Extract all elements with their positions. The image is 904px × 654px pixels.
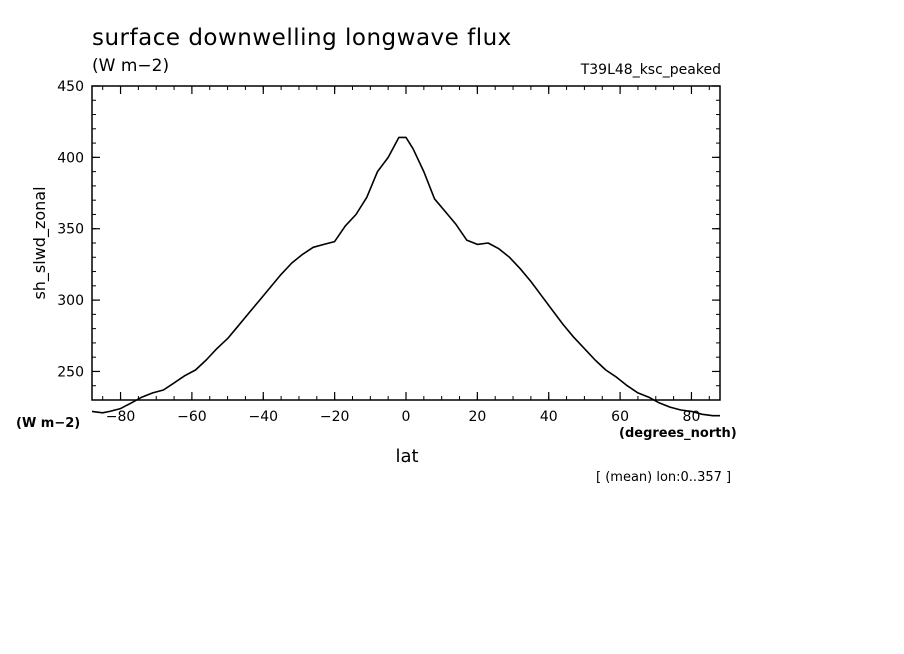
y-axis-units: (W m−2) [16, 416, 81, 431]
x-tick-label: 40 [540, 409, 558, 425]
tick-marks [92, 85, 720, 400]
chart-units: (W m−2) [92, 56, 170, 76]
x-tick-label: 0 [402, 409, 411, 425]
y-tick-label: 300 [57, 293, 84, 309]
footnote: [ (mean) lon:0..357 ] [596, 470, 732, 485]
y-tick-label: 450 [57, 79, 84, 95]
x-tick-label: −60 [177, 409, 207, 425]
x-tick-label: 60 [611, 409, 629, 425]
plot-frame [91, 85, 721, 401]
y-tick-label: 250 [57, 364, 84, 380]
x-tick-label: −40 [248, 409, 278, 425]
x-axis-units: (degrees_north) [619, 426, 737, 441]
x-tick-label: −20 [320, 409, 350, 425]
chart-title: surface downwelling longwave flux [92, 25, 512, 51]
x-tick-label: −80 [106, 409, 136, 425]
y-tick-label: 400 [57, 150, 84, 166]
series-line [91, 136, 720, 417]
experiment-name: T39L48_ksc_peaked [580, 62, 721, 78]
y-tick-label: 350 [57, 222, 84, 238]
x-tick-label: 20 [468, 409, 486, 425]
x-axis-label: lat [395, 446, 419, 467]
data-layer [91, 136, 720, 417]
